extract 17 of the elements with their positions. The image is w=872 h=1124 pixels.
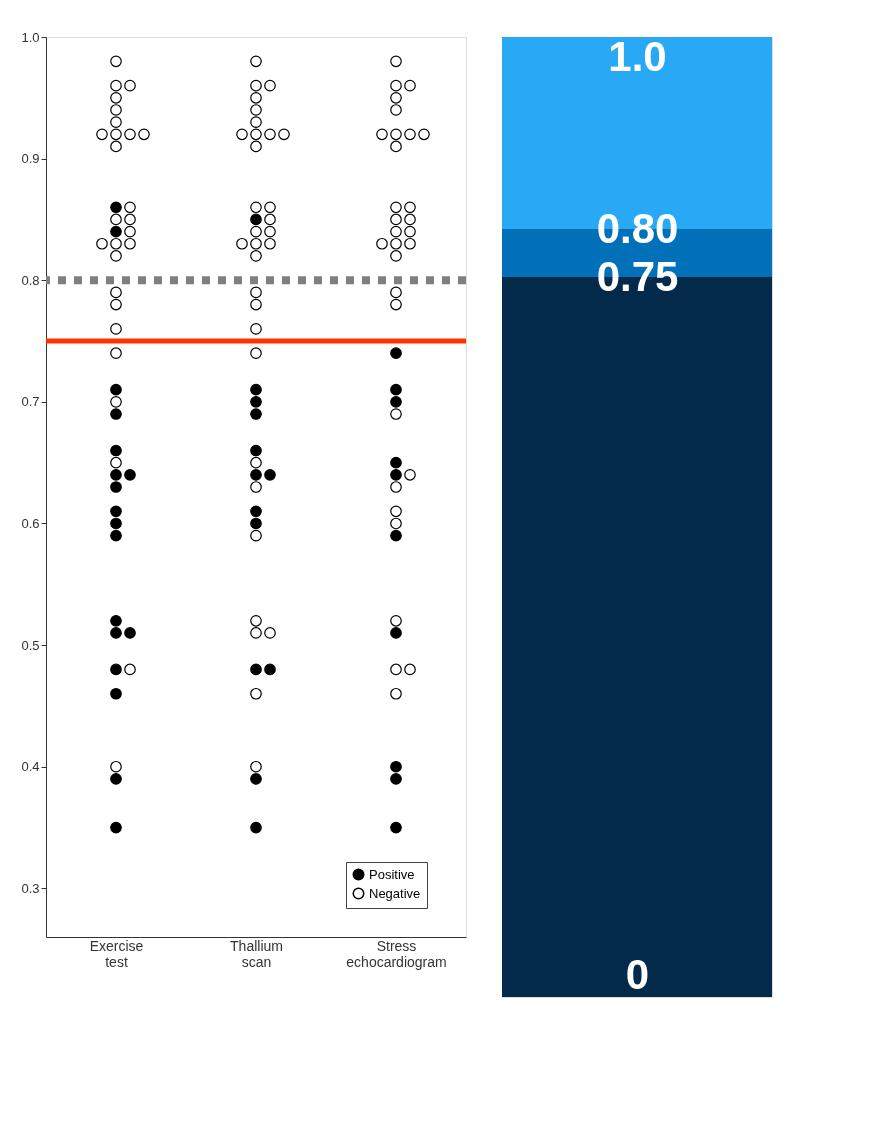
y-tick-label: 1.0 (21, 29, 40, 45)
y-tick-label: 0.7 (21, 394, 40, 410)
legend-label: Positive (369, 866, 415, 882)
y-tick-label: 0.8 (21, 272, 40, 288)
x-tick-label: Stress echocardiogram (346, 937, 447, 970)
x-tick-label: Thallium scan (230, 937, 283, 970)
y-tick-label: 0.3 (21, 880, 40, 896)
y-tick-label: 0.6 (21, 515, 40, 531)
y-tick-label: 0.80 (596, 204, 679, 252)
legend-label: Negative (369, 885, 421, 901)
y-tick-label: 0.75 (596, 252, 679, 300)
y-tick-label: 0 (625, 950, 650, 998)
x-tick-label: Exercise test (89, 937, 144, 970)
y-tick-label: 0.4 (21, 759, 40, 775)
y-tick-label: 1.0 (608, 32, 667, 80)
y-tick-label: 0.9 (21, 151, 40, 167)
y-tick-label: 0.5 (21, 637, 40, 653)
